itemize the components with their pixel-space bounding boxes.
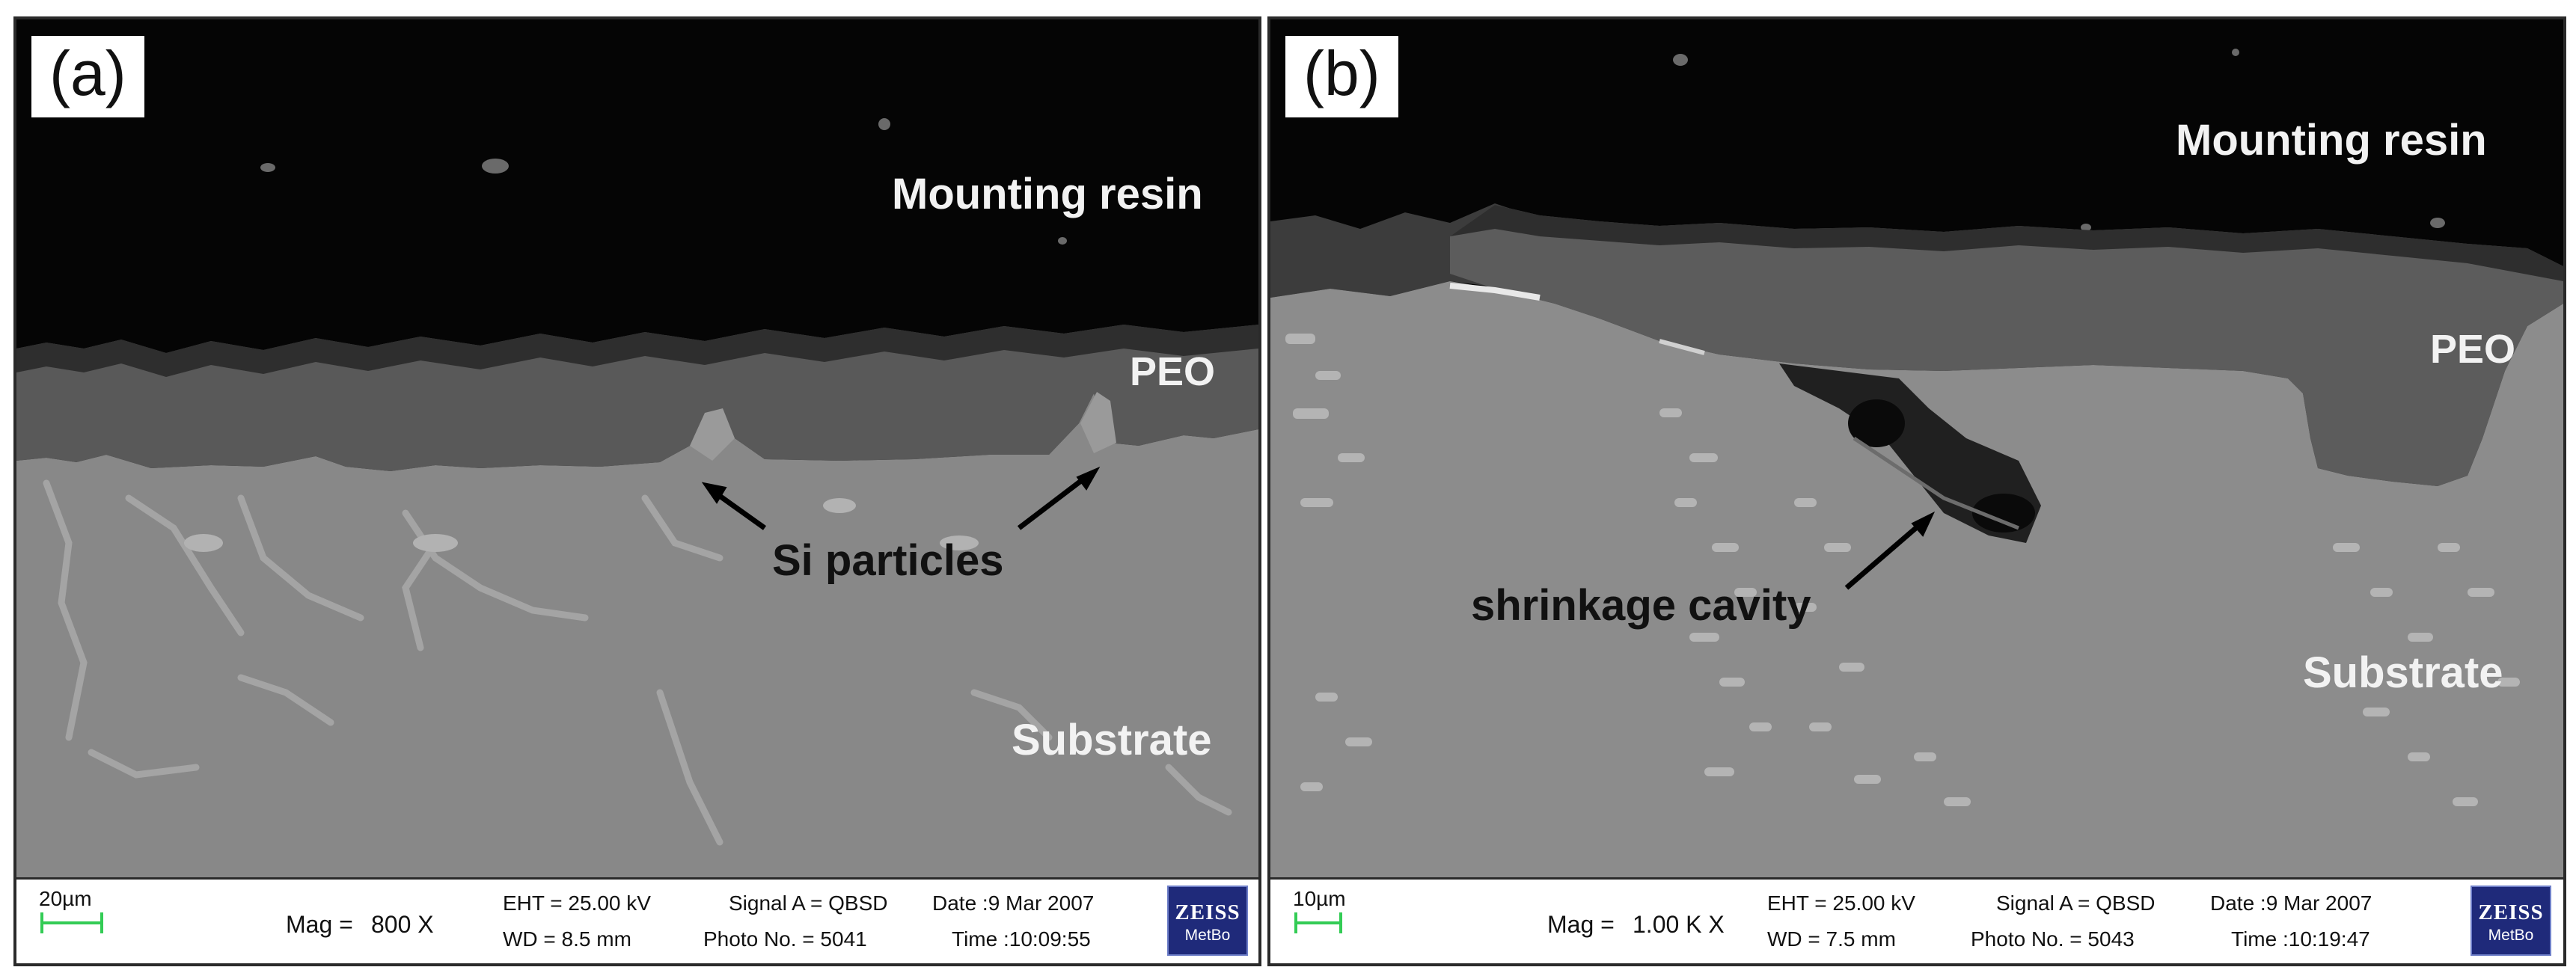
wd-value: WD = 7.5 mm [1767,927,1896,951]
signal-value: Signal A = QBSD [1996,891,2156,915]
scale-bar [1294,912,1342,933]
wd-value: WD = 8.5 mm [503,927,631,951]
mag-value: 800 X [371,911,434,938]
photo-number: Photo No. = 5043 [1971,927,2135,951]
sem-info-bar-b: 10µm Mag = 1.00 K X EHT = 25.00 kV WD = … [1270,877,2563,963]
mag-label: Mag = [1547,911,1615,938]
zeiss-logo: ZEISS MetBo [2471,886,2551,956]
peo-label: PEO [1130,349,1216,394]
sem-image-b [1270,19,2563,880]
photo-number: Photo No. = 5041 [703,927,867,951]
zeiss-logo: ZEISS MetBo [1167,886,1248,956]
micrograph-panel-a: (a) Mounting resin PEO Si particles Subs… [13,16,1261,966]
shrinkage-cavity-arrow [1844,511,1936,590]
eht-value: EHT = 25.00 kV [503,891,651,915]
panel-label-a: (a) [31,36,144,117]
date-value: Date :9 Mar 2007 [932,891,1095,915]
mounting-resin-label: Mounting resin [2176,116,2487,165]
scale-label: 10µm [1293,887,1346,910]
sem-image-a [16,19,1258,880]
mounting-resin-label: Mounting resin [892,170,1203,218]
substrate-label: Substrate [1012,716,1212,764]
time-value: Time :10:19:47 [2231,927,2370,951]
date-value: Date :9 Mar 2007 [2210,891,2372,915]
mag-value: 1.00 K X [1633,911,1725,938]
peo-label: PEO [2430,327,2516,372]
signal-value: Signal A = QBSD [729,891,888,915]
mag-label: Mag = [286,911,353,938]
micrograph-panel-b: (b) Mounting resin PEO shrinkage cavity … [1267,16,2566,966]
scale-bar [40,912,103,933]
shrinkage-cavity-label: shrinkage cavity [1471,581,1811,630]
si-particle-arrows [701,466,1101,530]
scale-label: 20µm [39,887,92,910]
panel-label-b: (b) [1285,36,1398,117]
substrate-label: Substrate [2303,648,2503,697]
sem-info-bar-a: 20µm Mag = 800 X EHT = 25.00 kV WD = 8.5… [16,877,1258,963]
time-value: Time :10:09:55 [952,927,1091,951]
si-particles-label: Si particles [772,536,1004,585]
eht-value: EHT = 25.00 kV [1767,891,1915,915]
